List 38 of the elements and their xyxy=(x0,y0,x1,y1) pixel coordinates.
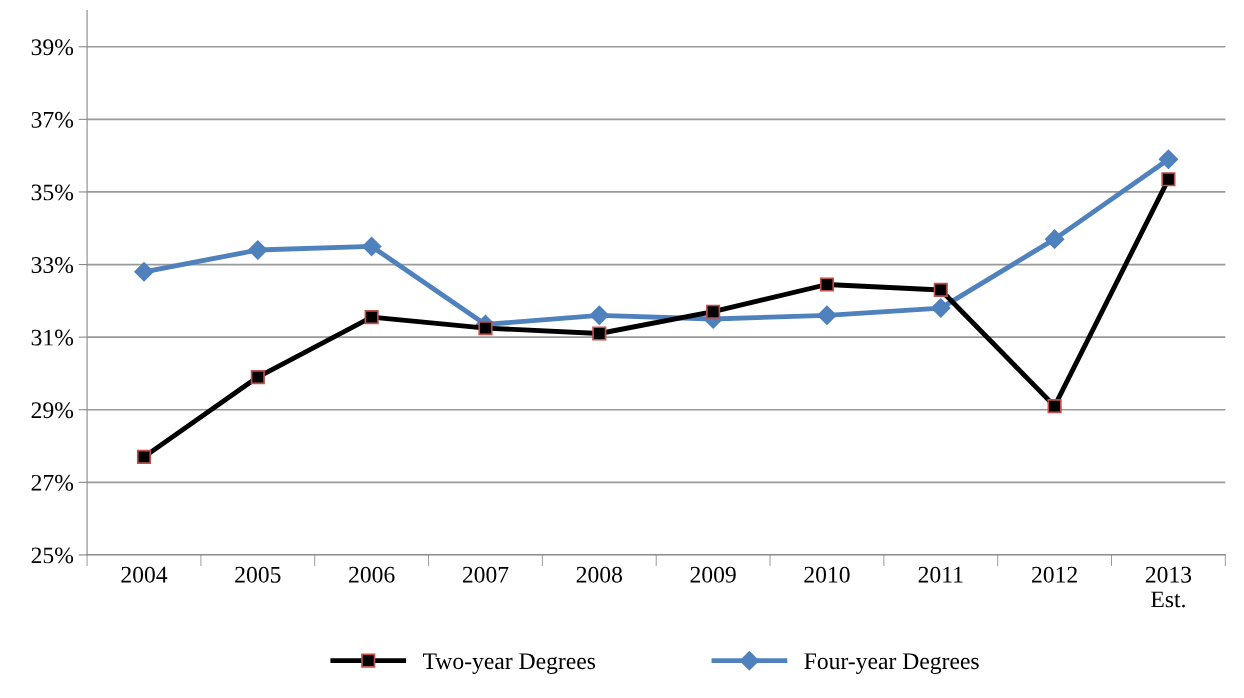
x-tick-label: 2011 xyxy=(918,566,963,583)
y-tick-label: 39% xyxy=(31,39,74,56)
point xyxy=(1047,399,1062,414)
x-tick-label: 2007 xyxy=(462,566,509,583)
point xyxy=(933,282,948,298)
point xyxy=(819,277,835,292)
point xyxy=(589,305,609,326)
y-tick-label: 29% xyxy=(31,402,74,419)
x-tick-label: 2008 xyxy=(576,566,623,583)
legend-label: Four-year Degrees xyxy=(804,653,979,674)
y-tick-label: 33% xyxy=(31,257,74,274)
x-tick-label: 2013 Est. xyxy=(1145,566,1192,608)
y-tick-label: 35% xyxy=(31,184,74,201)
y-tick-label: 37% xyxy=(31,111,74,128)
x-tick-label: 2006 xyxy=(349,566,395,583)
point xyxy=(817,305,837,326)
point xyxy=(248,240,268,260)
legend-label: Two-year Degrees xyxy=(422,653,596,674)
x-tick-label: 2010 xyxy=(804,566,850,583)
y-tick-label: 25% xyxy=(31,547,74,564)
point xyxy=(592,326,607,341)
point xyxy=(364,310,379,325)
point xyxy=(136,449,152,464)
y-tick-label: 27% xyxy=(31,474,74,491)
point xyxy=(931,298,951,318)
point xyxy=(250,369,265,385)
x-tick-label: 2004 xyxy=(121,566,168,583)
point xyxy=(1161,172,1176,187)
x-tick-label: 2009 xyxy=(690,566,736,583)
x-tick-label: 2005 xyxy=(235,566,281,583)
point xyxy=(706,304,721,319)
y-tick-label: 31% xyxy=(31,329,74,346)
point xyxy=(478,320,493,336)
point xyxy=(361,236,382,257)
point xyxy=(1044,229,1065,249)
x-tick-label: 2012 xyxy=(1032,566,1077,583)
point xyxy=(134,262,154,282)
point xyxy=(1158,149,1179,169)
